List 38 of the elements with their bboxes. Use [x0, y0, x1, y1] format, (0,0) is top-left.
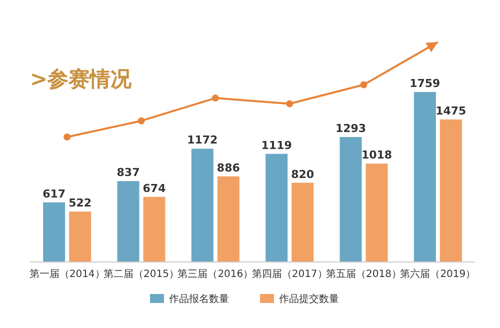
bar [292, 182, 314, 262]
point [138, 117, 145, 124]
x-tick-label: 第四届（2017） [252, 268, 328, 280]
point [286, 100, 294, 108]
bar [217, 176, 240, 262]
data-label: 820 [291, 168, 314, 181]
x-tick-label: 第六届（2019） [400, 268, 476, 280]
point [64, 134, 71, 140]
x-tick-label: 第二届（2015） [104, 268, 179, 280]
bar [414, 92, 436, 262]
data-label: 837 [116, 166, 140, 180]
data-label: 617 [42, 187, 66, 200]
bar [43, 202, 66, 262]
data-label: 674 [142, 182, 166, 195]
x-tick-label: 第五届（2018） [326, 268, 402, 280]
legend-label: 作品提交数量 [278, 293, 339, 305]
point [360, 81, 368, 88]
bar [191, 148, 214, 262]
data-label: 1759 [410, 77, 440, 90]
bar [440, 119, 462, 262]
bar [340, 137, 362, 262]
point [212, 94, 219, 102]
x-tick-label: 第三届（2016） [178, 268, 254, 280]
data-label: 886 [216, 161, 240, 174]
bar [266, 154, 288, 262]
data-label: 1475 [436, 104, 466, 118]
x-tick-label: 第一届（2014） [29, 268, 105, 280]
bar [117, 181, 140, 262]
data-label: 1172 [187, 134, 218, 147]
data-label: 1293 [335, 122, 366, 136]
data-label: 522 [68, 196, 92, 210]
data-label: 1119 [261, 138, 292, 152]
chart-title: >参赛情况 [30, 67, 133, 91]
bar [143, 196, 166, 262]
bar [366, 164, 388, 262]
data-label: 1018 [361, 148, 392, 162]
bar [69, 212, 92, 262]
legend-label: 作品报名数量 [168, 293, 229, 305]
